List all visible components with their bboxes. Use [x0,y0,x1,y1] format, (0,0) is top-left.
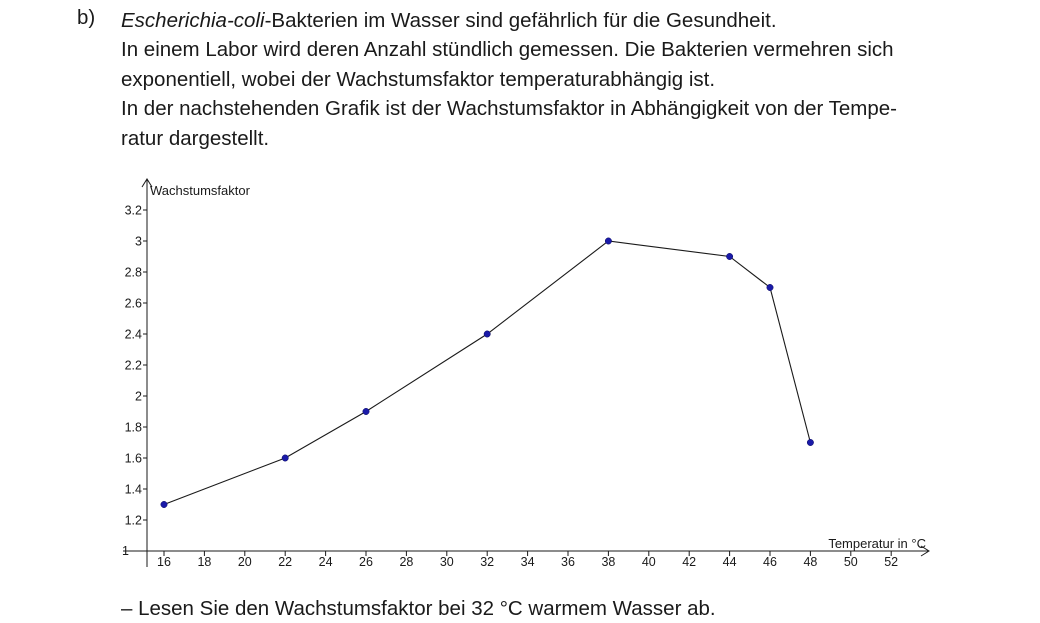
series-line [163,240,811,506]
x-tick-label-32: 32 [480,555,494,569]
y-tick-label-3: 3 [135,235,142,249]
x-tick-label-48: 48 [803,555,817,569]
x-tick-label-44: 44 [723,555,737,569]
y-tick-label-1.6: 1.6 [125,452,142,466]
x-axis-label: Temperatur in °C [828,536,926,551]
y-tick-label-1.4: 1.4 [125,483,142,497]
x-tick-label-26: 26 [359,555,373,569]
x-axis-arrow [920,545,930,557]
x-tick-label-42: 42 [682,555,696,569]
x-tick-label-28: 28 [399,555,413,569]
y-tick-label-3.2: 3.2 [125,204,142,218]
y-tick-label-1.8: 1.8 [125,421,142,435]
y-tick-label-1.2: 1.2 [125,514,142,528]
data-point-2 [362,408,370,415]
data-point-5 [726,253,734,260]
data-point-4 [604,237,612,245]
y-tick-label-2.8: 2.8 [125,266,142,280]
data-point-7 [806,439,814,446]
x-tick-label-34: 34 [521,555,535,569]
x-tick-label-36: 36 [561,555,575,569]
y-axis-label: Wachstumsfaktor [150,183,251,198]
task-label: b) [77,6,96,29]
y-tick-label-2.6: 2.6 [125,297,142,311]
y-tick-label-2.4: 2.4 [125,328,142,342]
x-tick-label-18: 18 [197,555,211,569]
data-point-0 [160,501,168,508]
task-line-1-rest: -Bakterien im Wasser sind gefährlich für… [264,9,777,32]
question-text: – Lesen Sie den Wachstumsfaktor bei 32 °… [121,597,716,620]
task-line-2: In einem Labor wird deren Anzahl stündli… [121,38,894,62]
y-origin-label: 1 [122,544,129,558]
task-text: Escherichia-coli-Bakterien im Wasser sin… [121,6,1001,153]
x-tick-label-46: 46 [763,555,777,569]
task-line-1: Escherichia-coli-Bakterien im Wasser sin… [121,6,1001,35]
y-tick-label-2: 2 [135,390,142,404]
y-axis-arrow [141,178,153,188]
task-line-3: exponentiell, wobei der Wachstumsfaktor … [121,67,716,91]
x-tick-label-16: 16 [157,555,171,569]
x-tick-label-30: 30 [440,555,454,569]
x-tick-label-22: 22 [278,555,292,569]
task-line-4: In der nachstehenden Grafik ist der Wach… [121,97,897,121]
task-line-5: ratur dargestellt. [121,126,270,150]
x-tick-label-38: 38 [601,555,615,569]
data-point-3 [483,330,491,338]
x-tick-label-52: 52 [884,555,898,569]
x-tick-label-20: 20 [238,555,252,569]
x-tick-label-50: 50 [844,555,858,569]
species-name: Escherichia-coli [121,9,265,32]
y-tick-label-2.2: 2.2 [125,359,142,373]
x-tick-label-40: 40 [642,555,656,569]
x-tick-label-24: 24 [319,555,333,569]
data-point-6 [766,284,774,291]
data-point-1 [281,454,289,462]
